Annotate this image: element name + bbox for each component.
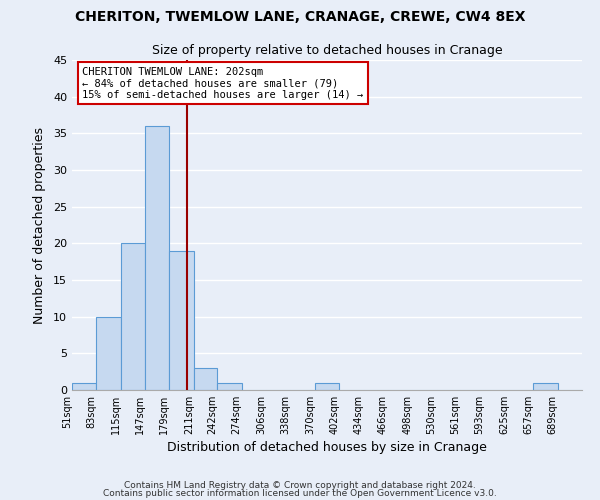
Bar	[194, 368, 217, 390]
Bar	[315, 382, 339, 390]
Bar	[145, 126, 169, 390]
Text: Contains HM Land Registry data © Crown copyright and database right 2024.: Contains HM Land Registry data © Crown c…	[124, 481, 476, 490]
Text: Contains public sector information licensed under the Open Government Licence v3: Contains public sector information licen…	[103, 488, 497, 498]
Text: CHERITON TWEMLOW LANE: 202sqm
← 84% of detached houses are smaller (79)
15% of s: CHERITON TWEMLOW LANE: 202sqm ← 84% of d…	[82, 66, 364, 100]
Title: Size of property relative to detached houses in Cranage: Size of property relative to detached ho…	[152, 44, 502, 58]
Bar	[533, 382, 557, 390]
X-axis label: Distribution of detached houses by size in Cranage: Distribution of detached houses by size …	[167, 441, 487, 454]
Text: CHERITON, TWEMLOW LANE, CRANAGE, CREWE, CW4 8EX: CHERITON, TWEMLOW LANE, CRANAGE, CREWE, …	[75, 10, 525, 24]
Bar	[121, 244, 145, 390]
Bar	[169, 250, 194, 390]
Bar	[72, 382, 97, 390]
Y-axis label: Number of detached properties: Number of detached properties	[33, 126, 46, 324]
Bar	[97, 316, 121, 390]
Bar	[217, 382, 242, 390]
